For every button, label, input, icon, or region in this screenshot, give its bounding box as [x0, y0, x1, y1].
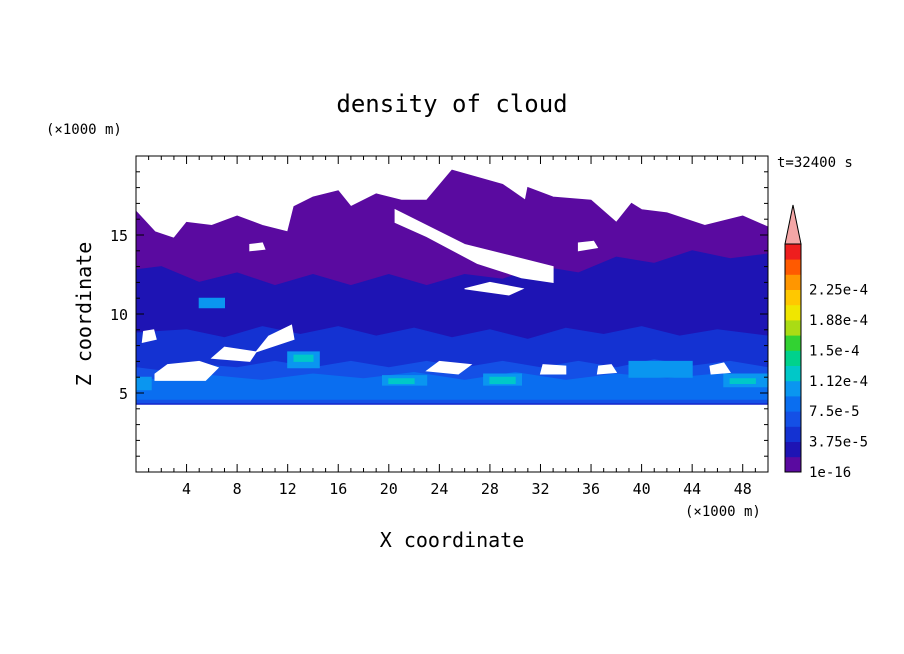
contour-region-13 — [729, 378, 756, 384]
contour-region-23 — [709, 362, 731, 375]
colorbar-overflow-triangle — [784, 204, 802, 245]
x-tick-label: 48 — [734, 480, 752, 498]
colorbar-swatch-4 — [785, 396, 801, 412]
y-tick-label: 5 — [119, 385, 128, 403]
colorbar-label: 2.25e-4 — [809, 283, 868, 299]
colorbar-swatch-8 — [785, 335, 801, 351]
colorbar-label: 1.12e-4 — [809, 374, 868, 390]
colorbar-swatch-9 — [785, 320, 801, 336]
x-tick-label: 40 — [633, 480, 651, 498]
colorbar-swatch-14 — [785, 244, 801, 260]
colorbar-swatch-2 — [785, 426, 801, 442]
contour-region-26 — [249, 242, 266, 252]
x-tick-label: 8 — [233, 480, 242, 498]
colorbar-label: 7.5e-5 — [809, 404, 860, 420]
colorbar-swatch-12 — [785, 274, 801, 290]
contour-region-8 — [628, 360, 693, 378]
colorbar-label: 1.5e-4 — [809, 343, 860, 359]
x-tick-label: 24 — [430, 480, 448, 498]
y-tick-label: 10 — [110, 306, 128, 324]
colorbar-swatch-0 — [785, 456, 801, 473]
colorbar-swatch-11 — [785, 289, 801, 306]
contour-plot-area — [135, 169, 769, 405]
colorbar-label: 3.75e-5 — [809, 435, 868, 451]
colorbar-swatch-3 — [785, 411, 801, 427]
x-tick-label: 36 — [582, 480, 600, 498]
x-tick-label: 20 — [380, 480, 398, 498]
contour-region-21 — [539, 364, 567, 375]
contour-region-19 — [141, 329, 157, 344]
contour-region-22 — [596, 364, 618, 375]
x-axis-label: X coordinate — [380, 528, 525, 552]
x-tick-label: 12 — [279, 480, 297, 498]
colorbar-swatch-5 — [785, 380, 801, 397]
colorbar-label: 1e-16 — [809, 465, 851, 481]
contour-region-18 — [254, 324, 295, 353]
contour-region-16 — [154, 360, 220, 381]
y-tick-label: 15 — [110, 227, 128, 245]
x-unit-label: (×1000 m) — [685, 504, 761, 520]
colorbar-swatch-6 — [785, 365, 801, 382]
contour-region-14 — [388, 378, 415, 384]
x-tick-label: 16 — [329, 480, 347, 498]
x-tick-label: 4 — [182, 480, 191, 498]
chart-title: density of cloud — [336, 90, 567, 118]
colorbar-swatch-10 — [785, 304, 801, 321]
contour-region-15 — [293, 354, 314, 362]
contour-region-11 — [198, 297, 225, 309]
x-tick-label: 44 — [683, 480, 701, 498]
colorbar-swatch-7 — [785, 350, 801, 366]
contour-region-20 — [425, 360, 473, 375]
colorbar-swatch-1 — [785, 441, 801, 458]
contour-region-12 — [489, 376, 516, 384]
y-axis-label: Z coordinate — [72, 242, 96, 387]
colorbar: 1e-16 3.75e-5 7.5e-5 1.12e-4 1.5e-4 1.88e-4 2.… — [784, 204, 868, 481]
x-tick-label: 32 — [531, 480, 549, 498]
time-label: t=32400 s — [777, 155, 853, 171]
colorbar-swatch-13 — [785, 259, 801, 275]
colorbar-label: 1.88e-4 — [809, 313, 868, 329]
y-unit-label: (×1000 m) — [46, 122, 122, 138]
contour-region-24 — [394, 208, 554, 283]
x-tick-label: 28 — [481, 480, 499, 498]
contour-region-27 — [577, 240, 599, 252]
contour-region-25 — [464, 281, 525, 296]
contour-region-10 — [135, 376, 152, 391]
